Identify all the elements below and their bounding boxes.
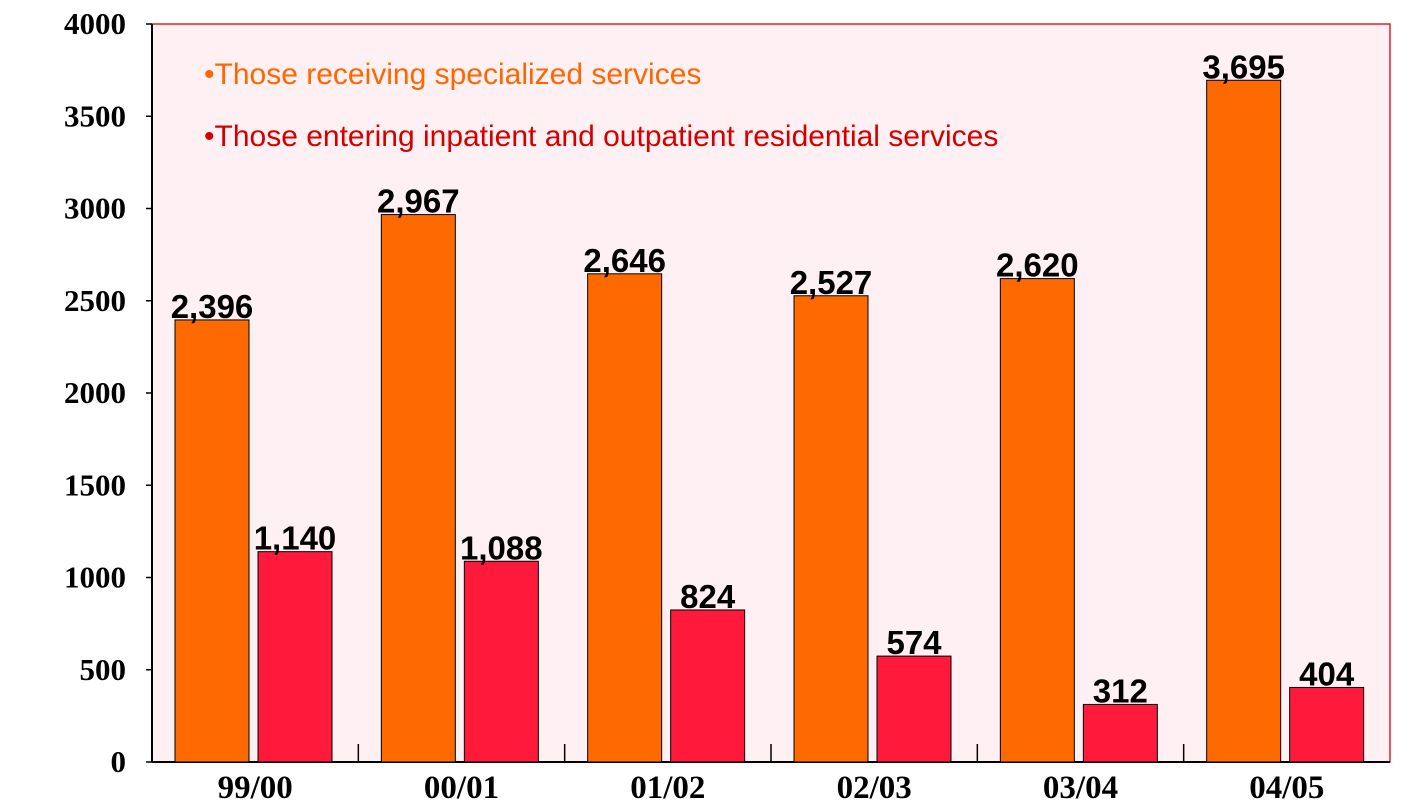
value-label: 2,396 bbox=[171, 288, 254, 325]
y-tick-label: 3500 bbox=[64, 98, 126, 133]
legend-entry: •Those entering inpatient and outpatient… bbox=[204, 120, 998, 153]
value-label: 824 bbox=[680, 578, 736, 615]
plot-area bbox=[151, 23, 1391, 763]
y-tick-label: 1000 bbox=[64, 560, 126, 595]
value-label: 404 bbox=[1299, 655, 1355, 692]
bar bbox=[1206, 79, 1282, 763]
y-tick-label: 2000 bbox=[64, 375, 126, 410]
bar bbox=[587, 273, 663, 763]
x-tick-label: 03/04 bbox=[1043, 770, 1118, 806]
bar bbox=[876, 655, 952, 763]
x-tick-label: 00/01 bbox=[424, 770, 499, 806]
bar bbox=[793, 295, 869, 763]
value-label: 574 bbox=[886, 624, 942, 661]
x-tick-label: 04/05 bbox=[1249, 770, 1324, 806]
bar bbox=[670, 609, 746, 763]
x-tick-label: 01/02 bbox=[630, 770, 705, 806]
x-tick-label: 02/03 bbox=[837, 770, 912, 806]
y-tick-label: 3000 bbox=[64, 191, 126, 226]
bar bbox=[380, 214, 456, 763]
value-label: 2,646 bbox=[583, 242, 666, 279]
y-tick-label: 0 bbox=[111, 744, 127, 779]
value-label: 3,695 bbox=[1202, 48, 1285, 85]
bar bbox=[999, 278, 1075, 763]
y-tick-label: 4000 bbox=[64, 6, 126, 41]
bar bbox=[174, 319, 250, 763]
value-label: 312 bbox=[1093, 672, 1148, 709]
value-label: 1,088 bbox=[460, 529, 543, 566]
value-label: 2,527 bbox=[790, 264, 873, 301]
value-label: 1,140 bbox=[254, 520, 337, 557]
bar bbox=[1289, 686, 1365, 763]
value-label: 2,967 bbox=[377, 183, 460, 220]
bar bbox=[1082, 703, 1158, 763]
y-tick-label: 500 bbox=[80, 652, 127, 687]
bar bbox=[257, 551, 333, 763]
value-label: 2,620 bbox=[996, 247, 1079, 284]
y-tick-label: 2500 bbox=[64, 283, 126, 318]
x-tick-label: 99/00 bbox=[218, 770, 293, 806]
y-tick-label: 1500 bbox=[64, 467, 126, 502]
legend-entry: •Those receiving specialized services bbox=[204, 58, 701, 91]
bar bbox=[463, 560, 539, 763]
